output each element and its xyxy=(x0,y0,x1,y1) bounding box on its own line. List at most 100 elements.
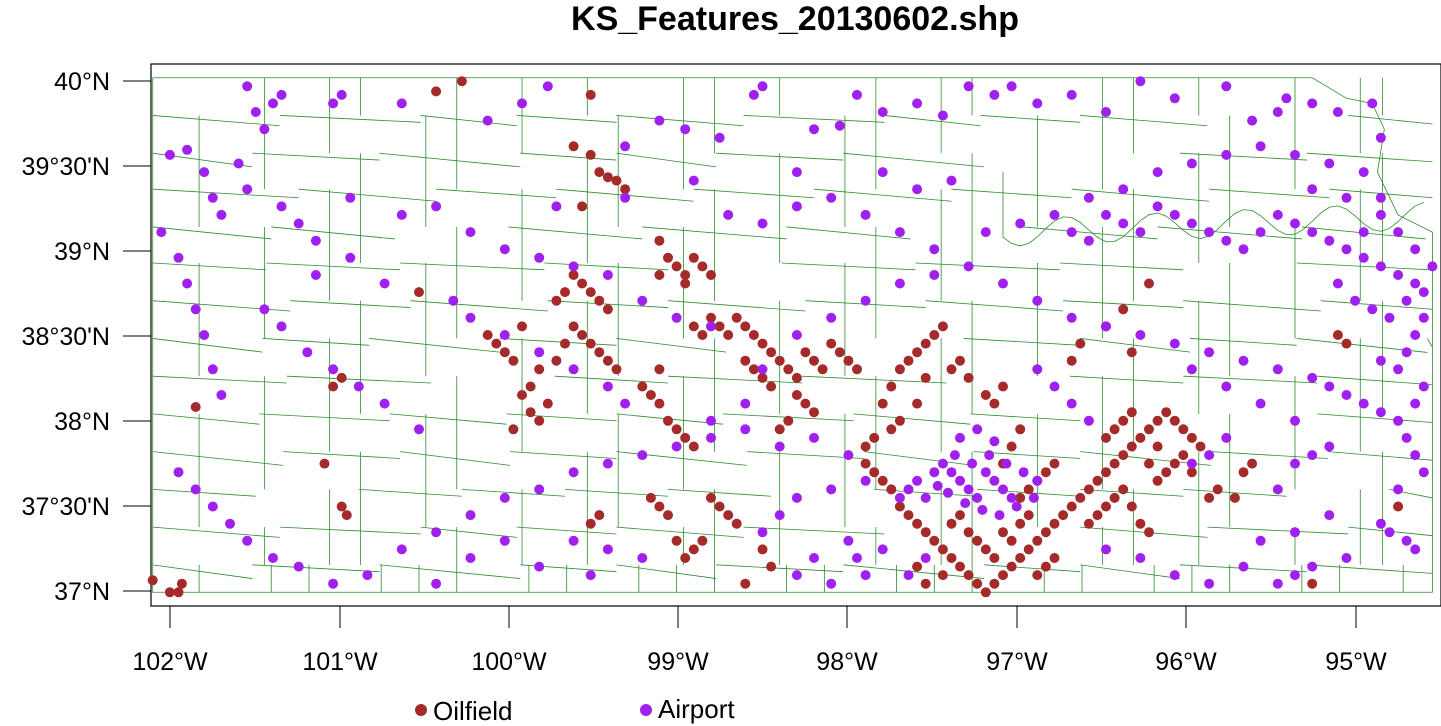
oilfield-point xyxy=(946,518,957,529)
airport-point xyxy=(499,330,510,340)
airport-point xyxy=(1418,381,1429,392)
airport-point xyxy=(946,467,957,478)
airport-point xyxy=(740,398,751,409)
oilfield-point xyxy=(1032,570,1043,581)
airport-point xyxy=(517,98,527,109)
airport-point xyxy=(955,475,965,486)
airport-point xyxy=(362,570,373,581)
oilfield-point xyxy=(809,407,819,418)
oilfield-point xyxy=(723,510,734,521)
airport-point xyxy=(894,227,905,238)
legend: Oilfield Airport xyxy=(415,694,735,726)
airport-point xyxy=(929,467,940,478)
airport-point xyxy=(894,492,905,503)
county-boundary-line xyxy=(263,77,272,593)
oilfield-point xyxy=(637,381,648,392)
lat-tick-label: 37°N xyxy=(54,578,110,606)
oilfield-point xyxy=(843,355,854,366)
airport-point xyxy=(379,398,390,409)
county-boundary-line xyxy=(676,77,684,593)
airport-point xyxy=(620,141,631,152)
county-boundary-line xyxy=(617,115,640,593)
airport-point xyxy=(482,115,493,126)
oilfield-point xyxy=(1229,492,1240,503)
airport-point xyxy=(1221,235,1232,246)
legend-airport-marker xyxy=(640,704,652,716)
airport-point xyxy=(1410,244,1421,255)
airport-point xyxy=(1032,475,1043,486)
airport-point xyxy=(757,364,768,375)
oilfield-point xyxy=(1152,475,1163,486)
airport-point xyxy=(903,570,914,581)
airport-point xyxy=(1393,227,1404,238)
airport-point xyxy=(242,81,253,92)
oilfield-point xyxy=(1101,432,1111,443)
airport-point xyxy=(912,98,923,109)
oilfield-point xyxy=(568,141,579,152)
airport-point xyxy=(998,484,1008,495)
oilfield-point xyxy=(577,278,588,289)
oilfield-point xyxy=(886,424,897,435)
oilfield-point xyxy=(328,381,339,392)
county-boundary-line xyxy=(1294,77,1303,593)
oilfield-point xyxy=(602,304,613,315)
airport-point xyxy=(345,252,356,263)
oilfield-point xyxy=(1144,278,1154,289)
oilfield-point xyxy=(1015,518,1026,529)
oilfield-point xyxy=(920,338,931,349)
airport-point xyxy=(671,312,682,323)
airport-point xyxy=(1272,578,1283,589)
airport-point xyxy=(1255,141,1266,152)
airport-point xyxy=(534,347,545,358)
oilfield-point xyxy=(757,544,768,555)
airport-point xyxy=(706,432,716,443)
airport-point xyxy=(328,578,339,589)
airport-point xyxy=(1101,544,1111,555)
oilfield-point xyxy=(671,535,682,546)
airport-point xyxy=(932,480,943,491)
oilfield-point xyxy=(1178,424,1189,435)
oilfield-point xyxy=(1092,510,1103,521)
oilfield-point xyxy=(1212,484,1223,495)
airport-point xyxy=(791,570,802,581)
airport-point xyxy=(156,227,167,238)
lon-tick-label: 96°W xyxy=(1155,648,1217,676)
airport-point xyxy=(499,535,510,546)
oilfield-point xyxy=(1307,578,1318,589)
oilfield-point xyxy=(877,475,888,486)
airport-point xyxy=(602,270,613,280)
airport-point xyxy=(723,209,734,220)
oilfield-point xyxy=(542,398,553,409)
oilfield-point xyxy=(980,544,991,555)
oilfield-point xyxy=(164,587,175,598)
airport-point xyxy=(1324,235,1335,246)
county-boundary-line xyxy=(152,375,1433,386)
oilfield-point xyxy=(894,415,905,426)
oilfield-point xyxy=(706,492,716,503)
oilfield-point xyxy=(611,175,622,186)
airport-point xyxy=(963,81,974,92)
oilfield-point xyxy=(1238,467,1249,478)
airport-point xyxy=(980,227,991,238)
airport-point xyxy=(757,81,768,92)
airport-point xyxy=(912,475,923,486)
oilfield-point xyxy=(903,510,914,521)
oilfield-point xyxy=(534,364,545,375)
airport-point xyxy=(949,450,960,461)
airport-point xyxy=(276,321,287,332)
airport-point xyxy=(1307,450,1318,461)
airport-point xyxy=(637,450,648,461)
oilfield-point xyxy=(774,355,785,366)
airport-point xyxy=(688,175,699,186)
oilfield-point xyxy=(748,330,759,340)
oilfield-point xyxy=(757,372,768,383)
oilfield-point xyxy=(341,510,352,521)
oilfield-point xyxy=(1023,544,1034,555)
airport-point xyxy=(1341,244,1352,255)
oilfield-point xyxy=(508,355,519,366)
airport-point xyxy=(1367,304,1378,315)
airport-point xyxy=(757,218,768,229)
oilfield-point xyxy=(594,347,605,358)
airport-point xyxy=(937,458,948,469)
airport-point xyxy=(1135,227,1146,238)
